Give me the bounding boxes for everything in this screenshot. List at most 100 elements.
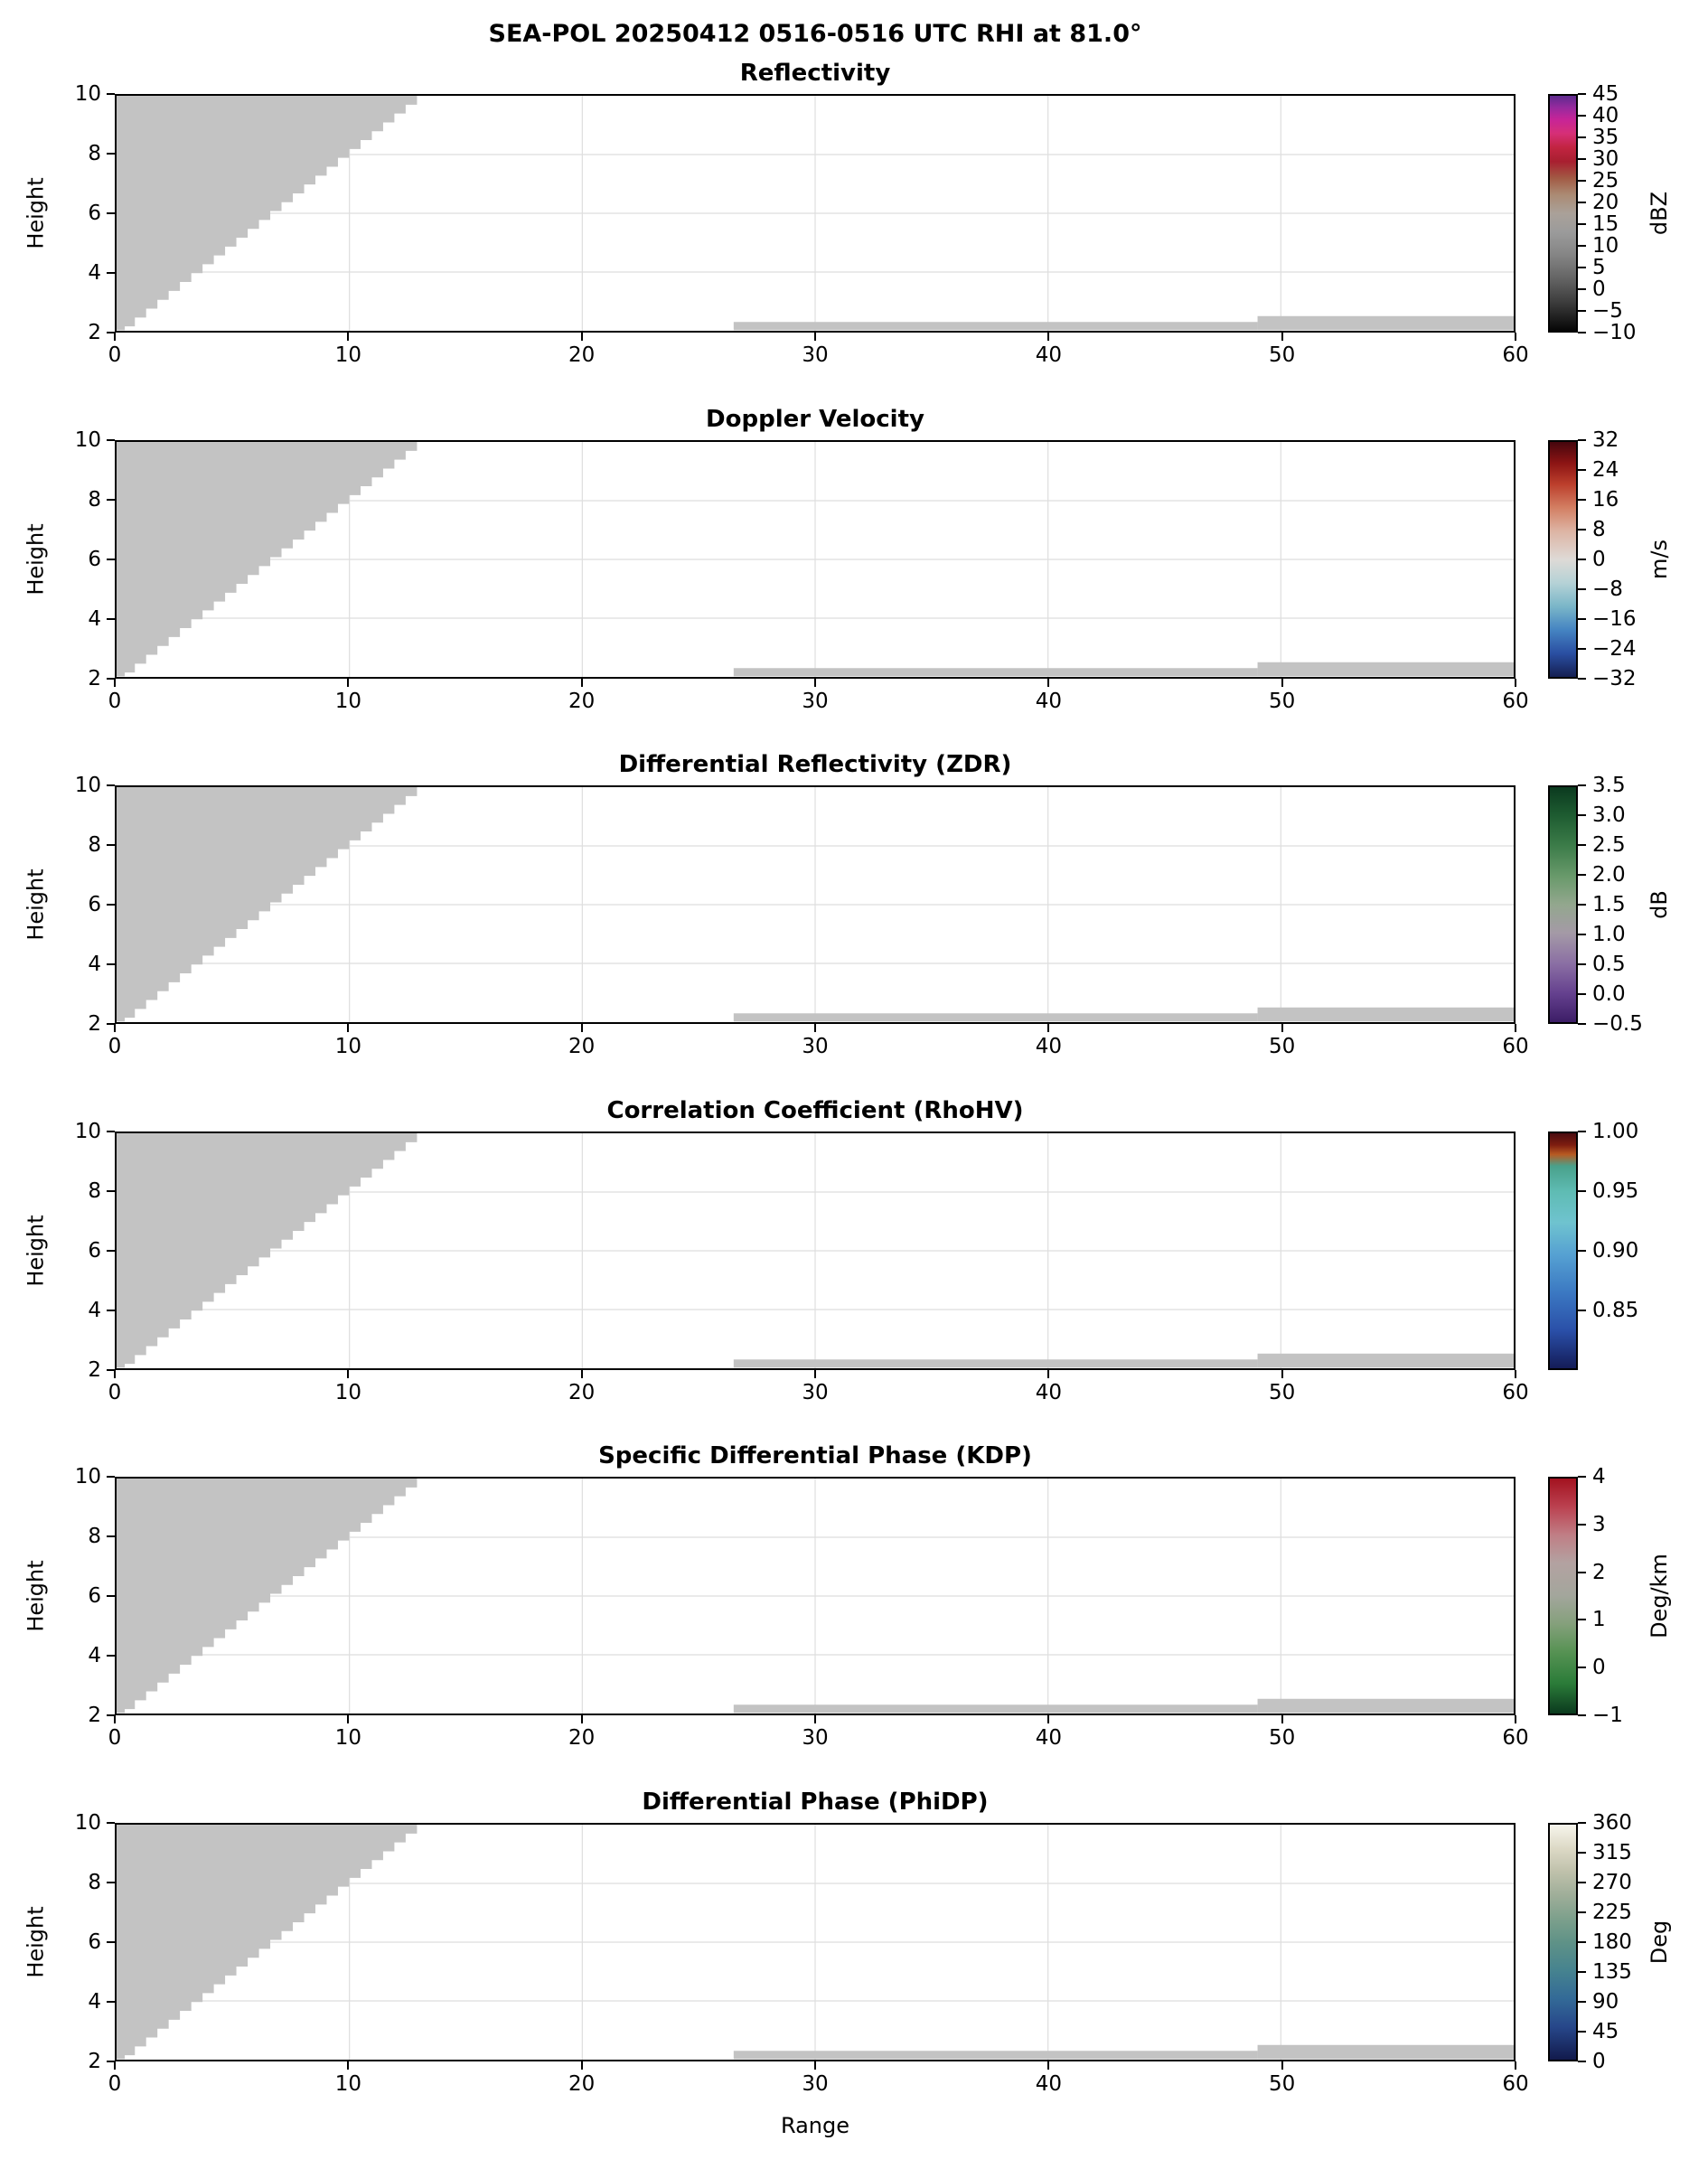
colorbar-unit-text: Deg bbox=[1647, 1920, 1673, 1964]
x-tick-label: 0 bbox=[108, 2071, 122, 2096]
x-tick-mark bbox=[1047, 333, 1050, 341]
plot-canvas bbox=[117, 1479, 1514, 1714]
y-tick-label: 6 bbox=[88, 893, 101, 916]
y-tick-label: 10 bbox=[74, 774, 101, 797]
x-tick-label: 10 bbox=[334, 689, 361, 713]
colorbar-tick-label: 0 bbox=[1592, 2049, 1606, 2073]
colorbar-tick-mark bbox=[1578, 1523, 1586, 1526]
colorbar-tick-mark bbox=[1578, 1881, 1586, 1883]
panel-title: Differential Phase (PhiDP) bbox=[642, 1788, 989, 1816]
y-tick-label: 2 bbox=[88, 666, 101, 690]
y-tick-mark bbox=[107, 272, 115, 274]
x-tick-mark bbox=[1047, 1369, 1050, 1378]
colorbar bbox=[1548, 785, 1578, 1024]
x-tick-mark bbox=[1281, 1715, 1283, 1723]
x-tick-mark bbox=[1047, 1024, 1050, 1032]
x-tick-label: 40 bbox=[1035, 1726, 1062, 1750]
rhi-panel: Correlation Coefficient (RhoHV) Height 0… bbox=[0, 1097, 1708, 1423]
x-tick-label: 30 bbox=[802, 689, 829, 713]
masked-region-strip bbox=[733, 1013, 1258, 1022]
x-tick-mark bbox=[1047, 1715, 1050, 1723]
colorbar-tick-label: 16 bbox=[1592, 487, 1619, 512]
colorbar-tick-mark bbox=[1578, 179, 1586, 182]
colorbar-tick-mark bbox=[1578, 310, 1586, 312]
colorbar-tick-mark bbox=[1578, 157, 1586, 160]
x-tick-label: 20 bbox=[568, 1726, 596, 1750]
panel-title: Reflectivity bbox=[739, 60, 891, 87]
y-tick-mark bbox=[107, 1595, 115, 1597]
colorbar-tick-mark bbox=[1578, 528, 1586, 531]
x-tick-mark bbox=[1515, 1715, 1516, 1723]
plot-area bbox=[115, 785, 1516, 1024]
colorbar-tick-label: 270 bbox=[1592, 1870, 1632, 1894]
x-tick-mark bbox=[347, 333, 350, 341]
colorbar-tick-label: 3.5 bbox=[1592, 774, 1626, 797]
masked-region-strip bbox=[1257, 1353, 1514, 1367]
y-tick-label: 8 bbox=[88, 1525, 101, 1548]
colorbar-tick-mark bbox=[1578, 498, 1586, 501]
y-tick-mark bbox=[107, 1189, 115, 1192]
colorbar-tick-mark bbox=[1578, 963, 1586, 965]
x-tick-label: 50 bbox=[1269, 343, 1296, 367]
colorbar-tick-label: 0 bbox=[1592, 1656, 1606, 1680]
masked-region-strip bbox=[1257, 315, 1514, 331]
x-tick-mark bbox=[114, 1024, 116, 1032]
x-tick-mark bbox=[580, 1369, 583, 1378]
plot-canvas bbox=[117, 96, 1514, 331]
x-tick-label: 30 bbox=[802, 1380, 829, 1404]
colorbar-tick-mark bbox=[1578, 1130, 1586, 1132]
colorbar-tick-label: 0.85 bbox=[1592, 1298, 1639, 1322]
colorbar-tick-mark bbox=[1578, 934, 1586, 935]
colorbar-tick-label: 25 bbox=[1592, 168, 1619, 192]
y-tick-label: 8 bbox=[88, 487, 101, 512]
panel-title: Doppler Velocity bbox=[706, 405, 924, 433]
y-tick-label: 4 bbox=[88, 606, 101, 631]
colorbar-tick-label: 15 bbox=[1592, 212, 1619, 236]
colorbar-tick-mark bbox=[1578, 844, 1586, 846]
y-tick-label: 6 bbox=[88, 202, 101, 225]
colorbar-unit-label: dBZ bbox=[1638, 94, 1681, 333]
x-tick-label: 50 bbox=[1269, 1726, 1296, 1750]
y-tick-label: 2 bbox=[88, 1357, 101, 1382]
colorbar-tick-label: 10 bbox=[1592, 234, 1619, 258]
colorbar-tick-label: 2.5 bbox=[1592, 833, 1626, 857]
colorbar-tick-mark bbox=[1578, 288, 1586, 290]
colorbar bbox=[1548, 439, 1578, 679]
x-tick-label: 0 bbox=[108, 1035, 122, 1058]
colorbar-tick-label: 20 bbox=[1592, 190, 1619, 214]
colorbar-tick-mark bbox=[1578, 136, 1586, 138]
plot-area bbox=[115, 439, 1516, 679]
colorbar-tick-label: 3.0 bbox=[1592, 803, 1626, 827]
masked-region-strip bbox=[733, 1704, 1258, 1714]
plot-canvas bbox=[117, 1824, 1514, 2060]
colorbar-tick-label: 0 bbox=[1592, 277, 1606, 301]
x-tick-label: 50 bbox=[1269, 1035, 1296, 1058]
y-tick-mark bbox=[107, 904, 115, 906]
y-tick-label: 6 bbox=[88, 1238, 101, 1263]
y-tick-label: 10 bbox=[74, 82, 101, 106]
x-tick-mark bbox=[1047, 2061, 1050, 2070]
colorbar-tick-mark bbox=[1578, 2060, 1586, 2062]
colorbar-tick-label: 1 bbox=[1592, 1608, 1606, 1632]
colorbar-tick-mark bbox=[1578, 587, 1586, 590]
colorbar-tick-mark bbox=[1578, 93, 1586, 95]
x-tick-label: 40 bbox=[1035, 1035, 1062, 1058]
x-tick-mark bbox=[114, 333, 116, 341]
colorbar-tick-mark bbox=[1578, 1309, 1586, 1311]
colorbar-tick-mark bbox=[1578, 1911, 1586, 1913]
y-tick-label: 6 bbox=[88, 1584, 101, 1608]
masked-region-strip bbox=[733, 667, 1258, 676]
panel-title: Differential Reflectivity (ZDR) bbox=[618, 751, 1012, 778]
colorbar-tick-mark bbox=[1578, 332, 1586, 333]
x-tick-mark bbox=[347, 678, 350, 687]
colorbar-tick-label: 1.0 bbox=[1592, 923, 1626, 946]
colorbar-tick-mark bbox=[1578, 617, 1586, 620]
x-tick-mark bbox=[1281, 678, 1283, 687]
y-tick-mark bbox=[107, 784, 115, 786]
x-tick-label: 10 bbox=[334, 1380, 361, 1404]
masked-region-wedge bbox=[117, 1132, 418, 1364]
x-tick-label: 40 bbox=[1035, 1380, 1062, 1404]
rhi-panel: Doppler Velocity Height m/s 0 10 20 30 40 50 6… bbox=[0, 406, 1708, 731]
x-tick-mark bbox=[1515, 678, 1516, 687]
x-tick-label: 10 bbox=[334, 1726, 361, 1750]
